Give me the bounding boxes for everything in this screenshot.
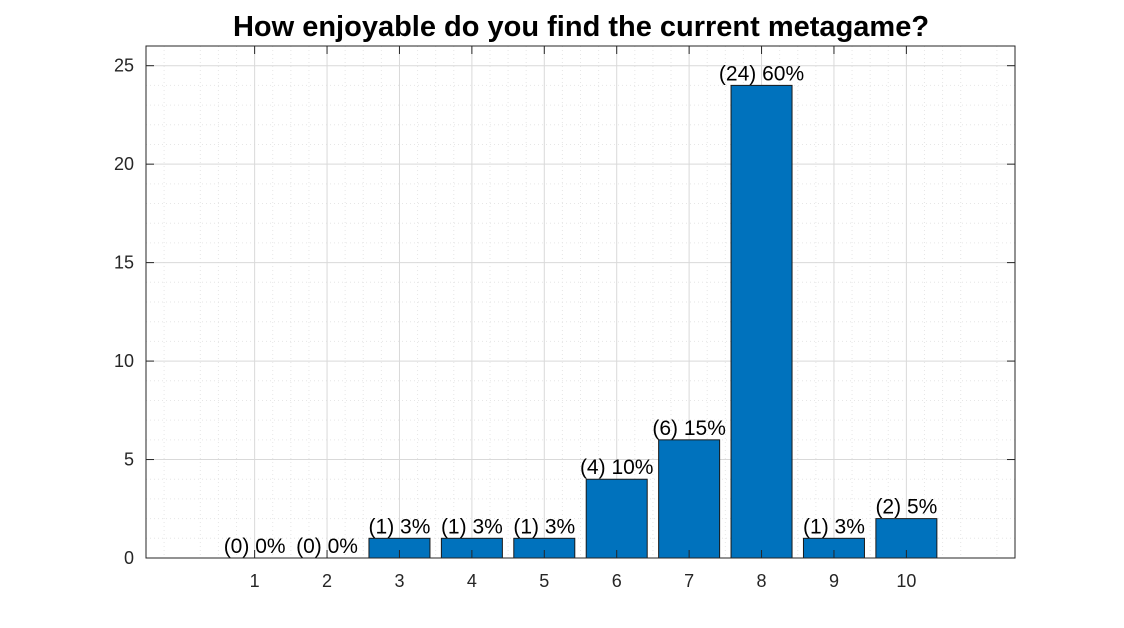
bar-6 [585,478,648,559]
x-tick-label: 1 [250,571,260,591]
data-label-5: (1) 3% [513,515,575,538]
data-label-4: (1) 3% [441,515,503,538]
axes-frame [145,45,1016,559]
data-label-8: (24) 60% [719,62,804,85]
y-tick-label: 15 [114,253,134,273]
bar-7 [658,439,721,559]
y-tick-label: 25 [114,56,134,76]
chart-title: How enjoyable do you find the current me… [233,11,929,43]
x-tick-label: 9 [829,571,839,591]
data-label-3: (1) 3% [369,515,431,538]
data-label-10: (2) 5% [875,496,937,519]
y-axis-tick-labels: 0 5 10 15 20 25 [114,56,134,568]
y-tick-label: 10 [114,351,134,371]
x-tick-label: 2 [322,571,332,591]
data-label-1: (0) 0% [224,535,286,558]
x-axis-tick-labels: 1 2 3 4 5 6 7 8 9 10 [250,571,917,591]
x-tick-label: 3 [394,571,404,591]
x-tick-label: 8 [757,571,767,591]
plot-area: (0) 0% (0) 0% (1) 3% (1) 3% (1) 3% (4) 10% (6)… [114,45,1016,591]
data-label-9: (1) 3% [803,515,865,538]
x-tick-label: 6 [612,571,622,591]
x-tick-label: 4 [467,571,477,591]
y-tick-label: 20 [114,154,134,174]
data-label-6: (4) 10% [580,456,654,479]
y-tick-label: 0 [124,548,134,568]
data-labels: (0) 0% (0) 0% (1) 3% (1) 3% (1) 3% (4) 10% (6)… [224,62,938,558]
bars [368,84,938,559]
y-tick-label: 5 [124,450,134,470]
bar-8 [730,84,793,559]
axis-ticks [146,46,1015,559]
data-label-7: (6) 15% [652,417,726,440]
data-label-2: (0) 0% [296,535,358,558]
x-tick-label: 5 [539,571,549,591]
x-tick-label: 7 [684,571,694,591]
x-tick-label: 10 [896,571,916,591]
